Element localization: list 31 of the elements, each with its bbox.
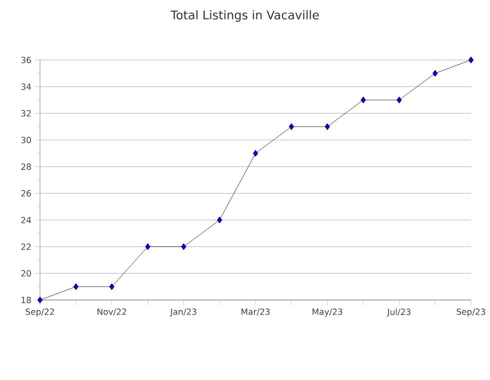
point [360,96,366,104]
y-tick-label: 32 [21,110,31,117]
point [324,123,330,130]
point [252,150,258,157]
x-tick-label: Mar/23 [242,308,270,316]
y-tick-label: 26 [21,190,31,197]
point [432,70,438,77]
point [37,296,43,304]
chart-title: Total Listings in Vacaville [170,10,319,22]
x-tick-label: Sep/22 [26,308,54,317]
y-tick-label: 24 [21,216,31,224]
x-tick-label: May/23 [312,308,342,317]
point [181,243,186,250]
point [217,216,222,224]
y-tick-label: 36 [21,56,31,64]
x-tick-label: Sep/23 [456,308,486,317]
point [288,123,294,130]
y-tick-label: 22 [21,244,31,250]
point [73,283,79,290]
x-tick-label: Nov/22 [98,308,126,316]
point [145,243,150,250]
x-tick-label: Jan/23 [170,308,196,317]
point [109,283,114,290]
x-tick-label: Jul/23 [386,308,410,317]
y-tick-label: 18 [22,296,31,304]
y-tick-label: 20 [21,270,31,277]
point [468,56,474,64]
y-tick-label: 28 [21,163,31,170]
y-tick-label: 34 [21,83,31,90]
point [396,96,402,104]
y-tick-label: 30 [21,136,31,144]
